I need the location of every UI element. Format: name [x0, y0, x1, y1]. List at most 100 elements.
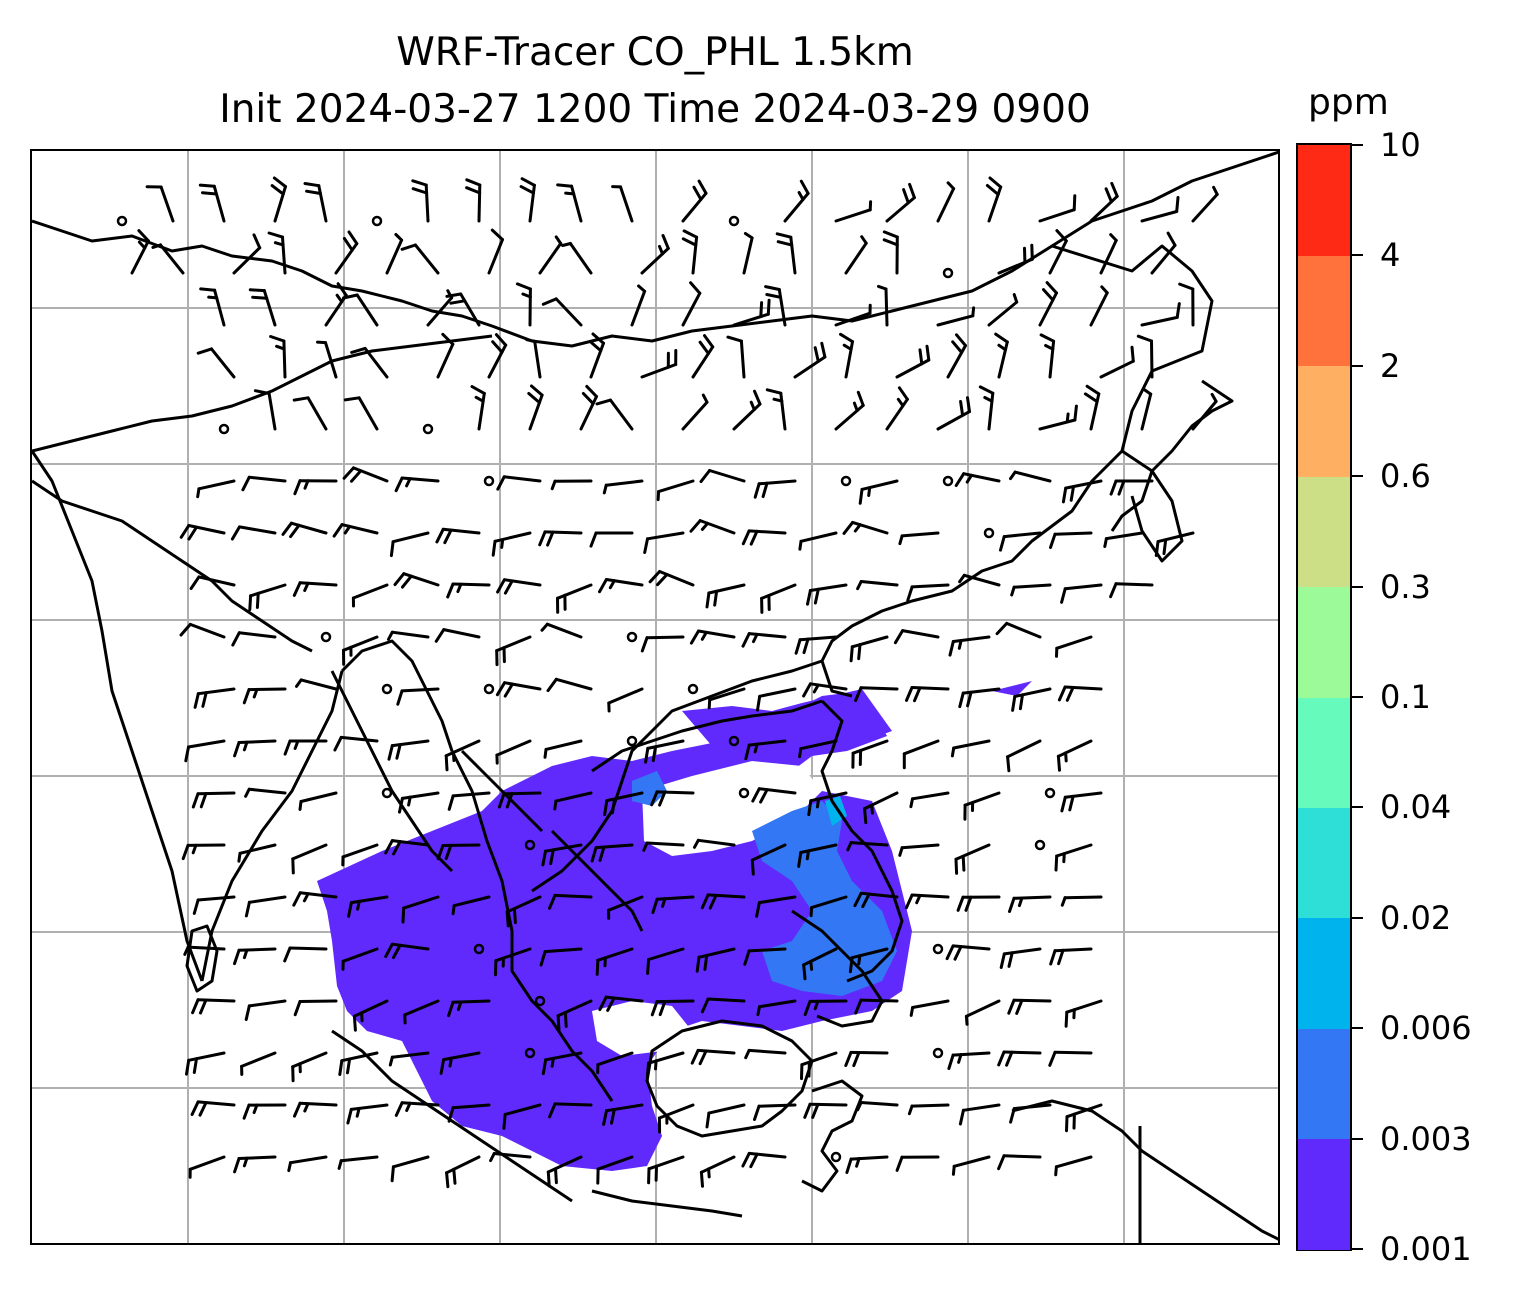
- wind-barb-flag: [854, 998, 863, 1015]
- wind-barb-flag: [971, 306, 976, 318]
- wind-barb-flag: [863, 807, 868, 825]
- wind-barb: [352, 999, 389, 1018]
- wind-barb-flag: [861, 892, 871, 909]
- wind-barb: [1063, 895, 1103, 900]
- colorbar-tick: [1352, 806, 1363, 809]
- wind-barb-flag: [1142, 388, 1153, 396]
- wind-barb: [363, 346, 389, 379]
- wind-barb-flag: [251, 295, 269, 300]
- wind-barb: [298, 1101, 338, 1107]
- wind-barb-flag: [707, 1167, 711, 1179]
- wind-barb-flag: [242, 948, 249, 960]
- colorbar-tick: [1352, 1137, 1363, 1140]
- wind-barb: [188, 622, 226, 639]
- calm-wind-marker: [473, 943, 485, 955]
- wind-barb-flag: [347, 230, 359, 246]
- wind-barb: [1140, 392, 1153, 431]
- coast-china-south: [591, 699, 823, 773]
- wind-barb: [247, 787, 287, 795]
- wind-barb: [1191, 192, 1219, 223]
- wind-barb-flag: [1011, 695, 1017, 712]
- wind-barb: [681, 291, 702, 327]
- wind-barb: [196, 998, 236, 1003]
- wind-barb-flag: [515, 282, 532, 291]
- wind-barb-flag: [915, 893, 922, 905]
- tracer-plume-cyan-spot: [825, 796, 847, 826]
- wind-barb: [451, 1103, 491, 1110]
- wind-barb-flag: [1073, 404, 1078, 422]
- wind-barb-flag: [405, 1101, 412, 1112]
- calm-wind-marker: [942, 475, 954, 487]
- wind-barb-flag: [954, 857, 959, 875]
- wind-barb: [1140, 210, 1179, 223]
- wind-barb-flag: [950, 746, 956, 758]
- wind-barb-flag: [137, 240, 147, 250]
- wind-barb-flag: [658, 244, 664, 256]
- wind-barb-flag: [333, 735, 343, 752]
- coast-java: [591, 1189, 743, 1218]
- wind-barb-flag: [945, 944, 955, 961]
- wind-barb-flag: [519, 185, 535, 195]
- wind-barb: [698, 519, 736, 535]
- wind-barb: [609, 398, 634, 431]
- wind-barb: [298, 581, 338, 587]
- wind-barb: [452, 895, 491, 908]
- wind-barb-flag: [882, 230, 899, 239]
- wind-barb: [1104, 531, 1144, 541]
- wind-barb-flag: [275, 344, 286, 351]
- wind-barb: [605, 1103, 644, 1113]
- wind-barb-flag: [356, 899, 361, 911]
- wind-barb-flag: [230, 525, 241, 541]
- wind-barb-flag: [1117, 479, 1126, 496]
- wind-barb: [844, 241, 868, 275]
- wind-barb: [341, 947, 379, 963]
- wind-barb: [402, 572, 440, 587]
- wind-barb-flag: [539, 950, 547, 967]
- wind-barb-flag: [199, 792, 208, 809]
- wind-barb-flag: [283, 739, 292, 756]
- colorbar-tick: [1352, 916, 1363, 919]
- wind-barb: [645, 635, 685, 640]
- wind-barb-flag: [1104, 187, 1113, 204]
- wind-barb: [400, 687, 440, 693]
- wind-barb: [757, 787, 797, 795]
- wind-barb-flag: [497, 792, 506, 809]
- coast-bay-bengal-north: [340, 639, 454, 752]
- wind-barb-flag: [698, 1049, 708, 1066]
- colorbar-segment: [1298, 145, 1350, 256]
- wind-barb: [400, 791, 440, 800]
- wind-barb-flag: [909, 1006, 915, 1017]
- wind-barb-flag: [183, 945, 190, 956]
- wind-barb-flag: [292, 396, 310, 402]
- wind-barb: [1002, 1154, 1042, 1159]
- wind-barb-flag: [946, 181, 956, 191]
- wind-barb: [849, 1050, 889, 1055]
- wind-barb-flag: [954, 472, 966, 487]
- calm-wind-marker: [1044, 787, 1056, 799]
- wind-barb: [952, 739, 991, 750]
- tracer-plume-north-arm: [682, 689, 892, 751]
- wind-barb-flag: [447, 794, 455, 811]
- colorbar: [1296, 143, 1352, 1251]
- wind-barb-flag: [302, 892, 310, 903]
- coast-japan: [1110, 379, 1234, 532]
- wind-barb-flag: [1109, 233, 1118, 242]
- wind-barb-flag: [820, 341, 827, 359]
- coast-luzon: [820, 699, 904, 983]
- wind-barb: [528, 393, 544, 431]
- colorbar-tick: [1352, 1248, 1363, 1250]
- wind-barb-flag: [1068, 794, 1075, 812]
- wind-barb-flag: [809, 959, 814, 971]
- calm-wind-marker: [524, 1047, 536, 1059]
- wind-barb: [238, 843, 277, 855]
- wind-barb: [747, 632, 787, 639]
- plot-title-line1: WRF-Tracer CO_PHL 1.5km: [396, 30, 914, 75]
- wind-barb-flag: [435, 527, 445, 544]
- wind-barb: [451, 791, 491, 798]
- wind-barb: [403, 999, 440, 1017]
- wind-barb: [130, 239, 150, 275]
- wind-barb: [885, 397, 909, 431]
- wind-barb-flag: [797, 851, 803, 868]
- wind-barb-flag: [521, 292, 532, 299]
- wind-barb-flag: [233, 1157, 241, 1174]
